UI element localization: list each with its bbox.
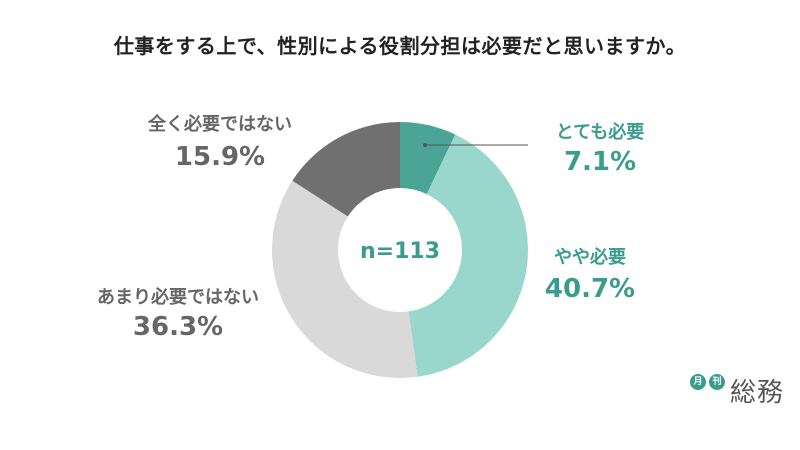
- slice-1: [408, 134, 528, 377]
- logo-badge-1: 月: [690, 374, 706, 390]
- slices-group: [272, 122, 528, 378]
- center-label: n=113: [360, 239, 440, 264]
- logo-text: 総務: [730, 378, 785, 408]
- slice-label-0: とても必要: [556, 121, 645, 143]
- publisher-logo: 月 刊 総務: [690, 372, 790, 412]
- slice-value-0: 7.1%: [564, 147, 636, 177]
- chart-title: 仕事をする上で、性別による役割分担は必要だと思いますか。: [113, 34, 687, 58]
- logo-badge-2: 刊: [709, 374, 725, 390]
- slice-0: [400, 122, 456, 195]
- slice-value-2: 36.3%: [133, 312, 223, 342]
- slice-label-1: やや必要: [554, 246, 626, 268]
- slice-2: [272, 180, 418, 378]
- slice-value-3: 15.9%: [175, 142, 265, 172]
- slice-3: [292, 122, 400, 217]
- leader-dot-0: [423, 143, 427, 147]
- slice-label-2: あまり必要ではない: [97, 286, 259, 308]
- slice-label-3: 全く必要ではない: [147, 113, 292, 135]
- slice-value-1: 40.7%: [545, 274, 635, 304]
